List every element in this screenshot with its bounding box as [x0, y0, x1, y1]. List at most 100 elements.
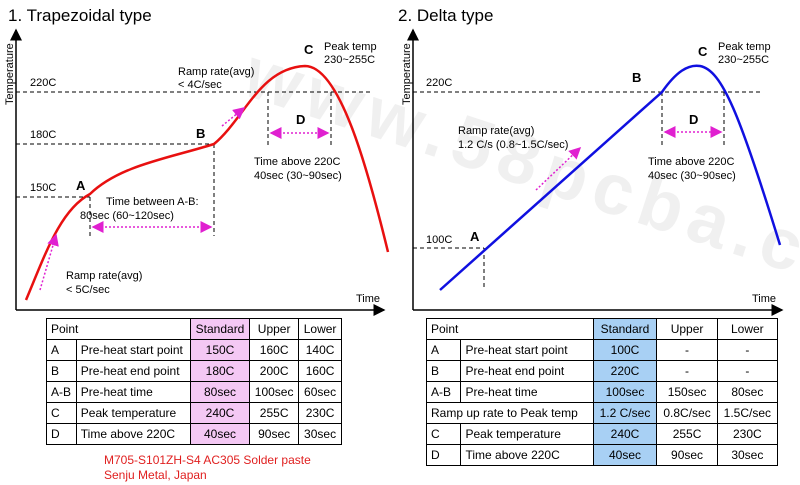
left-ramp-top-label: Ramp rate(avg) < 4C/sec — [178, 66, 257, 91]
row-upper: 255C — [656, 423, 718, 445]
left-chart-title: 1. Trapezoidal type — [8, 6, 152, 25]
right-spec-table: Point Standard Upper Lower A Pre-heat st… — [425, 318, 779, 466]
table-row: C Peak temperature 240C 255C 230C — [425, 423, 779, 445]
row-point: C — [425, 423, 462, 445]
row-desc: Pre-heat start point — [75, 339, 191, 361]
left-180-label: 180C — [30, 129, 56, 141]
header-standard: Standard — [189, 318, 251, 340]
note-line-1: M705-S101ZH-S4 AC305 Solder paste — [104, 453, 311, 467]
row-standard: 220C — [592, 360, 658, 382]
right-x-axis-label: Time — [752, 293, 776, 305]
row-lower: 230C — [298, 402, 342, 424]
row-desc: Pre-heat end point — [460, 360, 594, 382]
right-point-c: C — [698, 44, 708, 59]
row-desc: Time above 220C — [75, 423, 191, 445]
row-point: A-B — [425, 381, 462, 403]
row-standard: 240C — [189, 402, 251, 424]
row-desc: Time above 220C — [460, 444, 594, 466]
row-point: A-B — [46, 381, 77, 403]
row-desc: Peak temperature — [460, 423, 594, 445]
row-point: B — [425, 360, 462, 382]
table-row: A-B Pre-heat time 100sec 150sec 80sec — [425, 381, 779, 403]
left-220-label: 220C — [30, 77, 56, 89]
row-upper: 160C — [249, 339, 300, 361]
row-upper: 200C — [249, 360, 300, 382]
table-row: Ramp up rate to Peak temp 1.2 C/sec 0.8C… — [426, 402, 779, 424]
row-upper: 255C — [249, 402, 300, 424]
left-x-axis-label: Time — [356, 293, 380, 305]
row-standard: 180C — [189, 360, 251, 382]
row-lower: - — [716, 339, 779, 361]
note-line-2: Senju Metal, Japan — [104, 468, 207, 482]
header-point: Point — [426, 318, 594, 340]
left-ramp-top-arrow — [221, 107, 246, 127]
row-desc: Peak temperature — [75, 402, 191, 424]
right-100-label: 100C — [426, 234, 452, 246]
right-point-d: D — [689, 112, 698, 127]
right-time-above-label: Time above 220C 40sec (30~90sec) — [648, 156, 737, 182]
row-lower: 80sec — [716, 381, 779, 403]
row-desc: Pre-heat end point — [75, 360, 191, 382]
table-row: B Pre-heat end point 180C 200C 160C — [46, 360, 342, 382]
row-point: Ramp up rate to Peak temp — [426, 402, 594, 424]
row-point: C — [46, 402, 77, 424]
table-header-row: Point Standard Upper Lower — [426, 318, 779, 340]
row-upper: 0.8C/sec — [656, 402, 718, 424]
row-standard: 40sec — [592, 444, 658, 466]
left-point-a: A — [76, 178, 86, 193]
left-ramp-bottom-label: Ramp rate(avg) < 5C/sec — [66, 270, 145, 296]
header-standard: Standard — [592, 318, 658, 340]
right-chart-title: 2. Delta type — [398, 6, 494, 25]
left-spec-table: Point Standard Upper Lower A Pre-heat st… — [46, 318, 342, 445]
table-row: A Pre-heat start point 100C - - — [425, 339, 779, 361]
right-y-axis-label: Temperature — [401, 43, 413, 105]
right-ramp-label: Ramp rate(avg) 1.2 C/s (0.8~1.5C/sec) — [458, 125, 568, 151]
row-lower: 30sec — [298, 423, 342, 445]
row-lower: 140C — [298, 339, 342, 361]
right-point-b: B — [632, 70, 641, 85]
table-row: B Pre-heat end point 220C - - — [425, 360, 779, 382]
row-desc: Pre-heat time — [75, 381, 191, 403]
row-upper: 90sec — [656, 444, 718, 466]
header-point: Point — [46, 318, 191, 340]
row-lower: 30sec — [716, 444, 779, 466]
left-ramp-bottom-arrow — [39, 233, 59, 291]
row-standard: 240C — [592, 423, 658, 445]
left-point-b: B — [196, 126, 205, 141]
table-row: D Time above 220C 40sec 90sec 30sec — [46, 423, 342, 445]
row-upper: 90sec — [249, 423, 300, 445]
row-lower: 60sec — [298, 381, 342, 403]
left-150-label: 150C — [30, 182, 56, 194]
left-chart: Temperature Time 220C 180C 150C A B C D … — [4, 28, 390, 316]
row-point: A — [425, 339, 462, 361]
left-peak-label: Peak temp 230~255C — [324, 41, 380, 66]
row-desc: Pre-heat start point — [460, 339, 594, 361]
row-standard: 80sec — [189, 381, 251, 403]
right-chart: Temperature Time 220C 100C A B C D Peak … — [401, 28, 784, 316]
row-standard: 100sec — [592, 381, 658, 403]
row-point: D — [425, 444, 462, 466]
row-lower: - — [716, 360, 779, 382]
table-row: D Time above 220C 40sec 90sec 30sec — [425, 444, 779, 466]
row-upper: - — [656, 339, 718, 361]
row-desc: Pre-heat time — [460, 381, 594, 403]
row-lower: 160C — [298, 360, 342, 382]
row-upper: 150sec — [656, 381, 718, 403]
header-lower: Lower — [298, 318, 342, 340]
left-point-c: C — [304, 42, 314, 57]
row-lower: 1.5C/sec — [716, 402, 779, 424]
table-header-row: Point Standard Upper Lower — [46, 318, 342, 340]
row-point: B — [46, 360, 77, 382]
left-point-d: D — [296, 112, 305, 127]
header-upper: Upper — [656, 318, 718, 340]
header-upper: Upper — [249, 318, 300, 340]
row-lower: 230C — [716, 423, 779, 445]
left-profile-curve — [24, 64, 390, 301]
row-standard: 100C — [592, 339, 658, 361]
row-standard: 40sec — [189, 423, 251, 445]
profile-diagrams: Temperature Time 220C 180C 150C A B C D … — [4, 28, 784, 316]
row-standard: 1.2 C/sec — [592, 402, 658, 424]
left-time-between-label: Time between A-B: 80sec (60~120sec) — [80, 196, 202, 222]
right-point-a: A — [470, 229, 480, 244]
table-row: A Pre-heat start point 150C 160C 140C — [46, 339, 342, 361]
